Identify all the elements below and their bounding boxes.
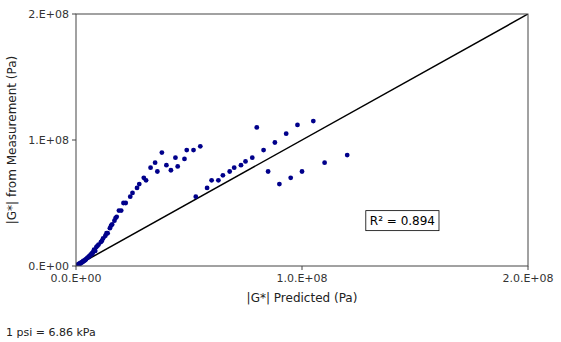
scatter-point xyxy=(169,168,174,173)
scatter-point xyxy=(117,208,122,213)
y-tick xyxy=(72,266,76,267)
x-axis-label: |G*| Predicted (Pa) xyxy=(247,291,358,305)
scatter-point xyxy=(191,148,196,153)
scatter-point xyxy=(173,155,178,160)
x-tick xyxy=(76,266,77,270)
scatter-point xyxy=(182,157,187,162)
scatter-point xyxy=(109,223,114,228)
y-tick xyxy=(72,14,76,15)
x-tick-label: 1.0.E+08 xyxy=(276,272,327,285)
scatter-point xyxy=(232,165,237,170)
scatter-point xyxy=(184,148,189,153)
scatter-point xyxy=(300,169,305,174)
scatter-point xyxy=(155,169,160,174)
y-tick-label: 2.E+08 xyxy=(28,8,69,21)
scatter-point xyxy=(227,169,232,174)
scatter-point xyxy=(311,119,316,124)
scatter-point xyxy=(104,231,109,236)
scatter-point xyxy=(164,163,169,168)
scatter-point xyxy=(121,201,126,206)
scatter-point xyxy=(345,153,350,158)
scatter-point xyxy=(221,173,226,178)
data-layer xyxy=(76,14,528,266)
scatter-point xyxy=(113,216,118,221)
scatter-point xyxy=(198,144,203,149)
scatter-point xyxy=(144,178,149,183)
plot-frame xyxy=(76,14,528,266)
scatter-point xyxy=(277,182,282,187)
scatter-point xyxy=(193,194,198,199)
y-tick xyxy=(72,140,76,141)
plot-area xyxy=(76,14,528,266)
scatter-point xyxy=(261,148,266,153)
x-tick xyxy=(528,266,529,270)
scatter-point xyxy=(272,140,277,145)
scatter-point xyxy=(159,150,164,155)
scatter-point xyxy=(83,257,88,262)
y-axis-label: |G*| from Measurement (Pa) xyxy=(5,56,19,225)
annotation: R² = 0.894 xyxy=(370,214,435,228)
scatter-point xyxy=(209,178,214,183)
chart: 0.0.E+00 1.0.E+08 2.0.E+08 0.E+00 1.E+08 2.E+… xyxy=(0,0,561,342)
scatter-point xyxy=(216,178,221,183)
scatter-point xyxy=(284,131,289,136)
scatter-point xyxy=(288,175,293,180)
scatter-point xyxy=(100,238,105,243)
scatter-point xyxy=(239,163,244,168)
y-tick-label: 1.E+08 xyxy=(28,134,69,147)
scatter-point xyxy=(295,122,300,127)
annotation-box xyxy=(366,211,439,231)
scatter-point xyxy=(135,185,140,190)
scatter-point xyxy=(205,185,210,190)
scatter-point xyxy=(254,125,259,130)
x-tick xyxy=(302,266,303,270)
scatter-point xyxy=(148,165,153,170)
scatter-point xyxy=(93,248,98,253)
scatter-point xyxy=(322,160,327,165)
scatter-point xyxy=(250,155,255,160)
x-tick-label: 0.0.E+00 xyxy=(50,272,101,285)
scatter-point xyxy=(175,164,180,169)
scatter-point xyxy=(153,160,158,165)
y-tick-label: 0.E+00 xyxy=(28,260,69,273)
scatter-point xyxy=(266,169,271,174)
scatter-point xyxy=(128,194,133,199)
scatter-point xyxy=(243,159,248,164)
equality-line xyxy=(76,14,528,266)
footnote: 1 psi = 6.86 kPa xyxy=(6,326,96,339)
x-tick-label: 2.0.E+08 xyxy=(502,272,553,285)
scatter-point xyxy=(95,243,100,248)
